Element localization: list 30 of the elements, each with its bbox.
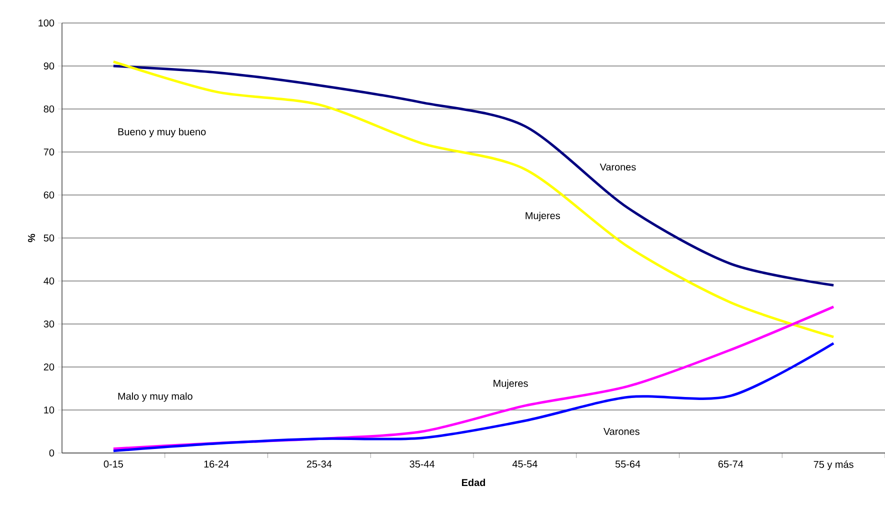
y-tick-label: 20 bbox=[44, 363, 54, 371]
series-label: Mujeres bbox=[526, 212, 560, 222]
series-label: Mujeres bbox=[494, 380, 528, 389]
y-axis-title: % bbox=[28, 234, 36, 242]
x-tick-label: 55-64 bbox=[615, 460, 640, 468]
x-axis-title: Edad bbox=[462, 478, 486, 486]
x-tick-label: 65-74 bbox=[718, 460, 744, 468]
y-tick-label: 80 bbox=[44, 105, 54, 113]
y-tick-label: 60 bbox=[44, 191, 54, 199]
y-tick-label: 50 bbox=[44, 234, 54, 242]
x-tick-label: 45-54 bbox=[512, 460, 538, 468]
x-tick-label: 0-15 bbox=[104, 460, 123, 468]
y-tick-label: 90 bbox=[44, 62, 54, 70]
line-series bbox=[112, 64, 835, 287]
line-series bbox=[112, 60, 835, 338]
y-tick-label: 70 bbox=[44, 148, 54, 156]
annotation: Malo y muy malo bbox=[118, 392, 192, 402]
y-tick-label: 0 bbox=[49, 449, 54, 457]
y-tick-label: 30 bbox=[44, 320, 54, 328]
x-tick-label: 75 y más bbox=[814, 460, 854, 470]
text: Varones bbox=[603, 428, 640, 435]
annotation: Bueno y muy bueno bbox=[118, 128, 206, 138]
y-tick-label: 10 bbox=[44, 406, 54, 414]
y-tick-label: 40 bbox=[44, 277, 54, 285]
x-tick-label: 25-34 bbox=[306, 460, 332, 468]
line-series bbox=[112, 342, 835, 452]
series-label: Varones bbox=[600, 164, 636, 171]
y-tick-label: 100 bbox=[38, 19, 54, 27]
x-tick-label: 35-44 bbox=[410, 460, 435, 468]
x-tick-label: 16-24 bbox=[204, 460, 229, 468]
